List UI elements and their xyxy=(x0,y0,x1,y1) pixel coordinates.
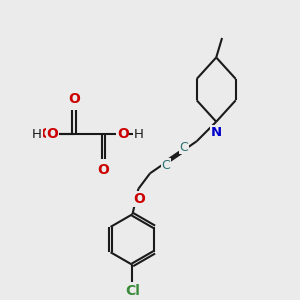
Text: H: H xyxy=(32,128,42,141)
Text: O: O xyxy=(117,128,129,141)
Text: O: O xyxy=(133,192,145,206)
Text: C: C xyxy=(161,159,170,172)
Text: C: C xyxy=(180,141,188,154)
Text: Cl: Cl xyxy=(125,284,140,298)
Text: H: H xyxy=(134,128,143,141)
Text: O: O xyxy=(47,128,58,141)
Text: H: H xyxy=(37,128,47,141)
Text: O: O xyxy=(68,92,80,106)
Text: O: O xyxy=(41,128,52,141)
Text: O: O xyxy=(97,163,109,177)
Text: N: N xyxy=(211,126,222,139)
